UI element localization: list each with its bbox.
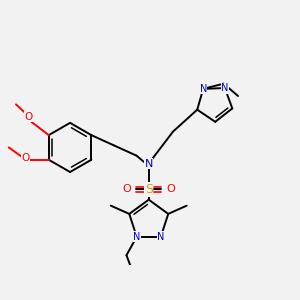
Text: N: N [145, 159, 153, 169]
Text: N: N [221, 83, 229, 93]
Text: O: O [21, 153, 29, 163]
Text: O: O [166, 184, 175, 194]
Text: O: O [123, 184, 132, 194]
Text: N: N [200, 84, 207, 94]
Text: N: N [157, 232, 164, 242]
Text: O: O [24, 112, 32, 122]
Text: N: N [133, 232, 140, 242]
Text: S: S [145, 183, 153, 196]
